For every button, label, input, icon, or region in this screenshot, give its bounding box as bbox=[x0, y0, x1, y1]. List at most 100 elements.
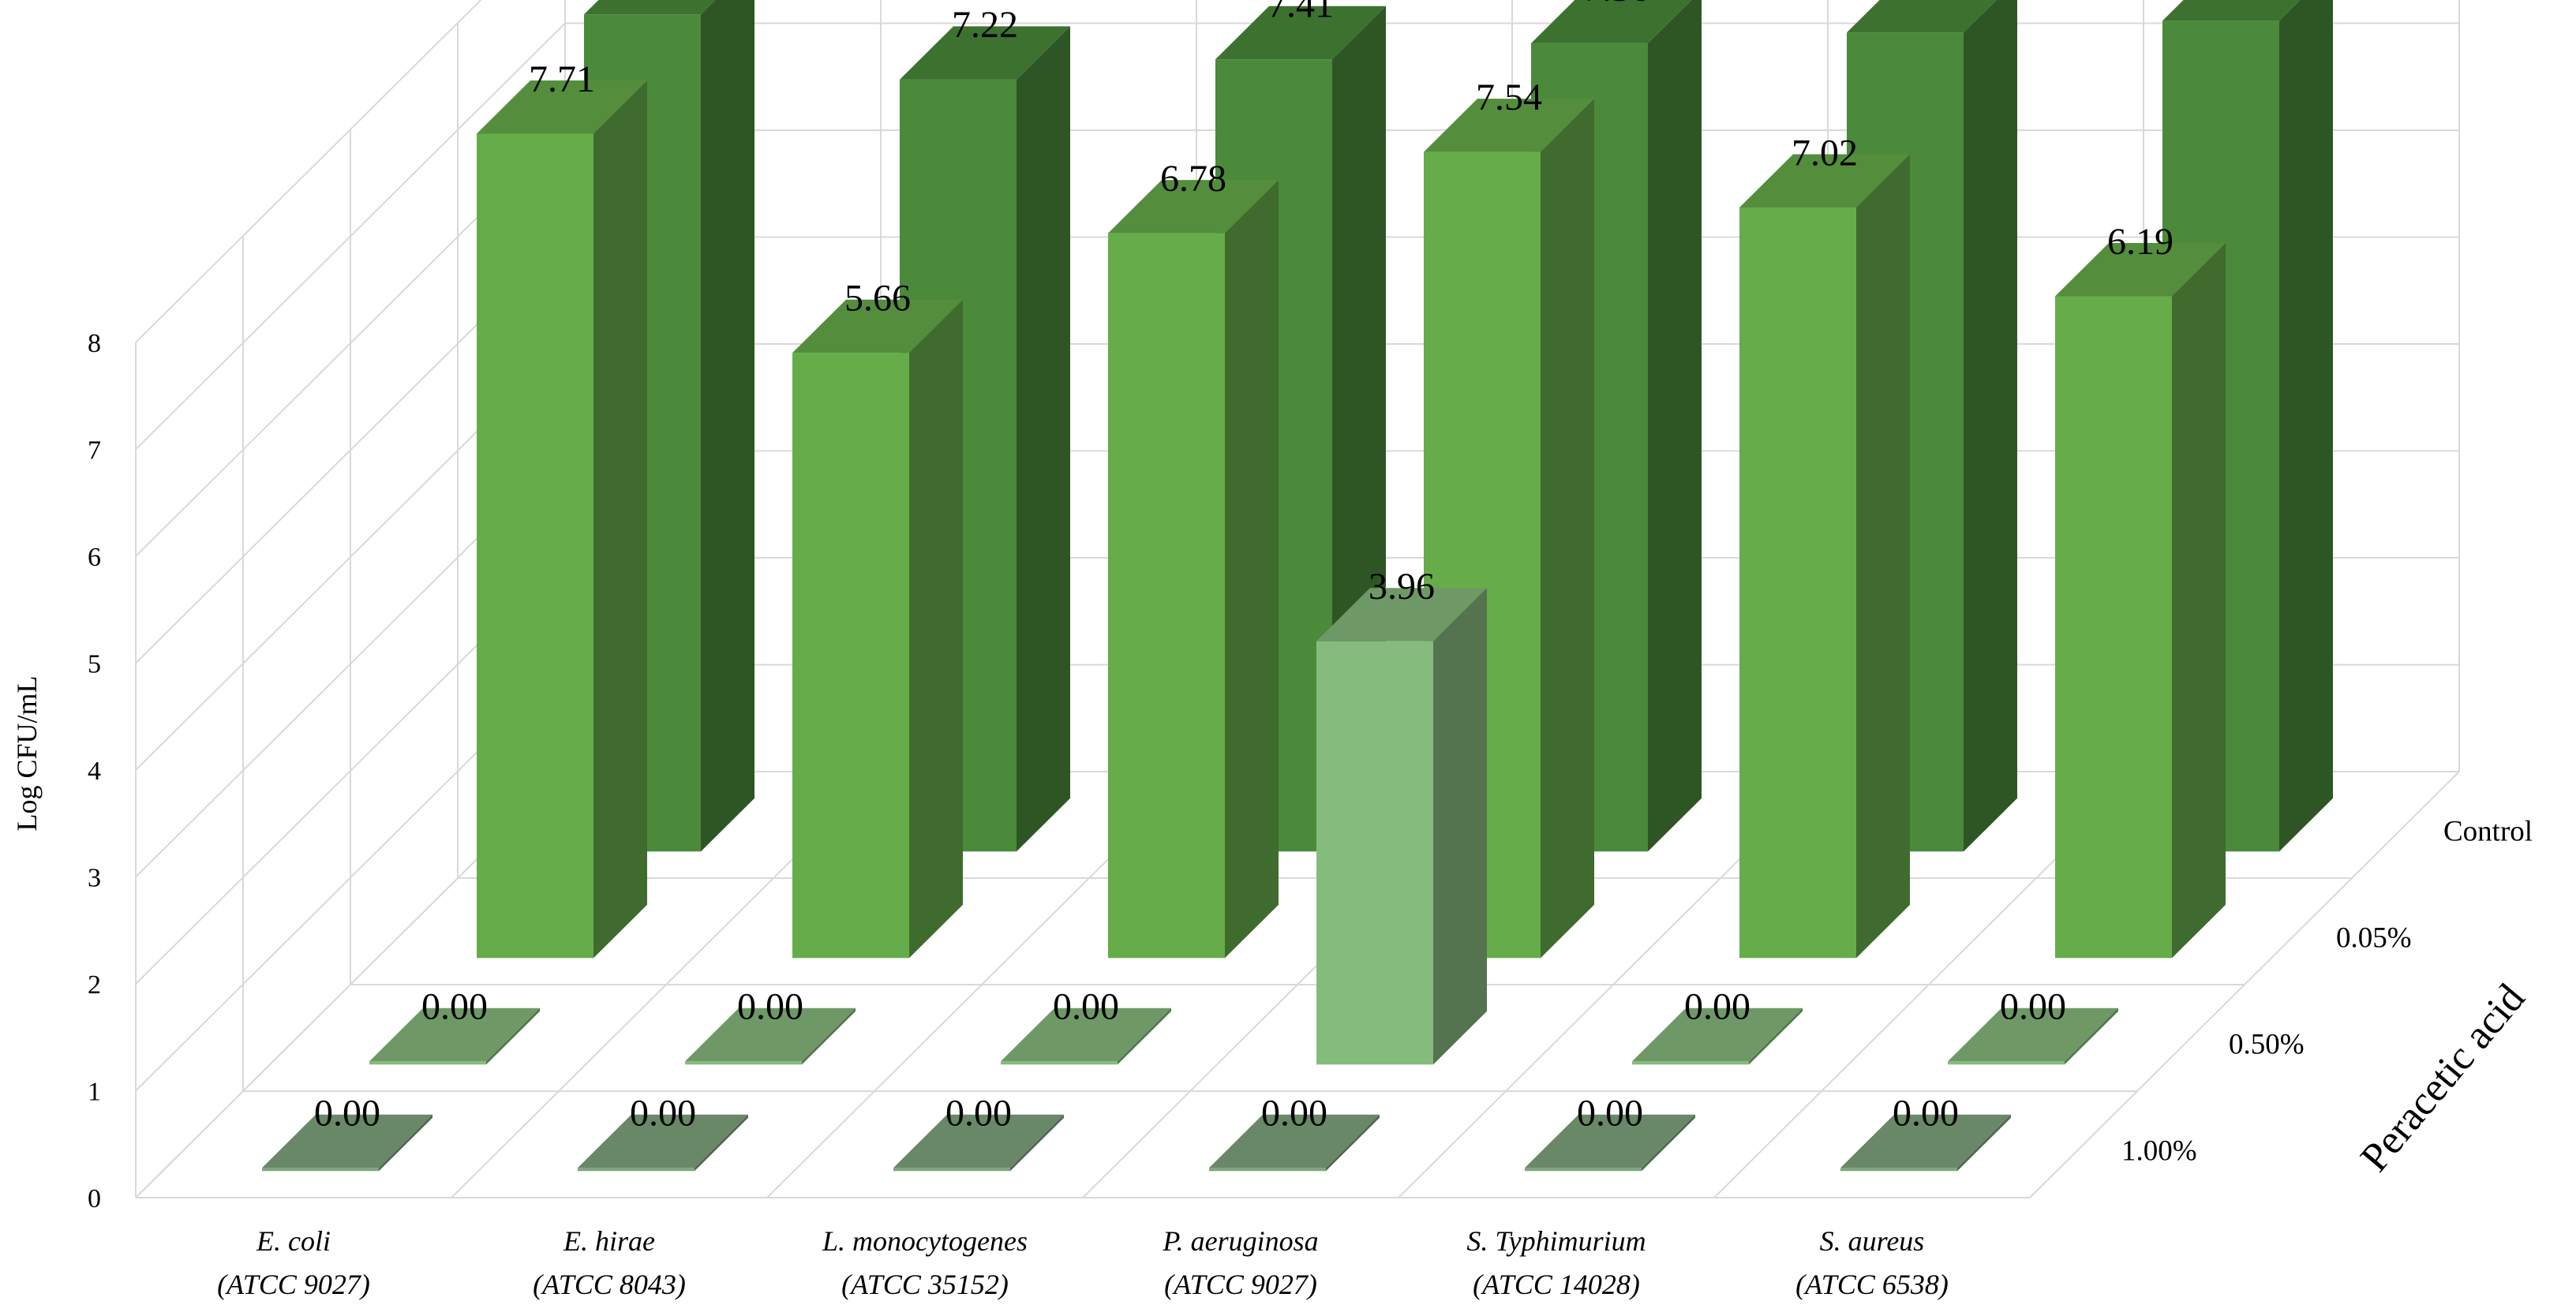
bar bbox=[1632, 1008, 1803, 1065]
bar-side bbox=[379, 1114, 432, 1172]
data-label: 0.00 bbox=[1893, 1092, 1959, 1134]
bar-top bbox=[1209, 1114, 1380, 1168]
data-label: 0.00 bbox=[314, 1092, 380, 1134]
data-label: 0.00 bbox=[2000, 985, 2066, 1027]
x-tick-label: P. aeruginosa bbox=[1162, 1225, 1318, 1257]
x-tick-label: S. aureus bbox=[1820, 1225, 1925, 1257]
bar-front bbox=[685, 1061, 802, 1065]
bar-side bbox=[1648, 0, 1702, 852]
data-label: 0.00 bbox=[1261, 1092, 1327, 1134]
bar-side bbox=[2065, 1008, 2118, 1065]
x-tick-label-strain: (ATCC 14028) bbox=[1473, 1269, 1640, 1300]
bar-top bbox=[792, 299, 963, 353]
bar-front bbox=[2055, 296, 2172, 959]
bar-top bbox=[1108, 180, 1279, 234]
data-label: 7.22 bbox=[952, 4, 1018, 46]
bar bbox=[685, 1008, 856, 1065]
bar bbox=[1209, 1114, 1380, 1172]
bar-top bbox=[1525, 1114, 1695, 1168]
y-tick-label: 0 bbox=[88, 1184, 101, 1213]
bar bbox=[1739, 154, 1910, 959]
bar-side bbox=[2172, 243, 2226, 959]
x-tick-label: E. coli bbox=[256, 1225, 331, 1257]
bar bbox=[893, 1114, 1064, 1172]
series-label: 0.05% bbox=[2336, 922, 2412, 955]
bar bbox=[1525, 1114, 1695, 1172]
bar-top bbox=[1316, 588, 1487, 641]
y-tick-label: 3 bbox=[88, 864, 101, 893]
bar-top bbox=[1632, 1008, 1803, 1062]
data-label: 0.00 bbox=[737, 985, 803, 1027]
bar-side bbox=[701, 0, 754, 852]
bar-side bbox=[1010, 1114, 1064, 1172]
bar bbox=[1948, 1008, 2118, 1065]
y-tick-label: 2 bbox=[88, 970, 101, 1000]
bar bbox=[1840, 1114, 2011, 1172]
y-tick-label: 1 bbox=[88, 1078, 101, 1107]
bar-top bbox=[1424, 99, 1594, 152]
data-label: 0.00 bbox=[630, 1092, 696, 1134]
bar-top bbox=[685, 1008, 856, 1062]
data-label: 7.54 bbox=[1476, 77, 1542, 118]
series-label: 0.50% bbox=[2229, 1029, 2305, 1061]
bar bbox=[792, 299, 963, 959]
bar bbox=[1316, 588, 1487, 1065]
bar-front bbox=[1840, 1168, 1957, 1172]
chart-labels: 0 1 2 3 4 5 6 7 8 E. coli (ATCC 9027) E. hirae (ATCC… bbox=[88, 0, 2533, 1300]
y-tick-label: 5 bbox=[88, 650, 101, 679]
bar-side bbox=[1856, 154, 1910, 959]
bar-side bbox=[802, 1008, 856, 1065]
y-axis-title: Log CFU/mL bbox=[11, 675, 43, 831]
y-tick-label: 8 bbox=[88, 329, 101, 358]
data-label: 7.41 bbox=[1267, 0, 1334, 25]
data-label: 0.00 bbox=[1684, 985, 1750, 1027]
data-label: 7.71 bbox=[529, 58, 595, 100]
bar-front bbox=[477, 133, 593, 959]
x-tick-label-strain: (ATCC 9027) bbox=[217, 1269, 370, 1300]
x-tick-label-strain: (ATCC 9027) bbox=[1164, 1269, 1317, 1300]
data-label: 0.00 bbox=[945, 1092, 1012, 1134]
bar-front bbox=[369, 1061, 486, 1065]
bar-side bbox=[695, 1114, 748, 1172]
y-tick-label: 6 bbox=[88, 543, 101, 572]
bar-side bbox=[593, 80, 647, 959]
bar-top bbox=[1948, 1008, 2118, 1062]
bar-front bbox=[1948, 1061, 2065, 1065]
x-tick-label: S. Typhimurium bbox=[1466, 1225, 1646, 1257]
bar-top bbox=[1001, 1008, 1171, 1062]
data-label: 0.00 bbox=[1053, 985, 1119, 1027]
bar-top bbox=[1840, 1114, 2011, 1168]
bar-top bbox=[2055, 243, 2226, 297]
bar-top bbox=[900, 26, 1070, 80]
bar-front bbox=[578, 1168, 695, 1172]
bar-side bbox=[1749, 1008, 1803, 1065]
data-label: 5.66 bbox=[844, 278, 911, 320]
y-tick-label: 7 bbox=[88, 436, 101, 465]
bar-front bbox=[893, 1168, 1010, 1172]
bar-top bbox=[584, 0, 716, 15]
bar-top bbox=[1739, 154, 1910, 207]
bar-side bbox=[1118, 1008, 1171, 1065]
x-tick-label: L. monocytogenes bbox=[822, 1225, 1028, 1257]
data-label: 6.78 bbox=[1160, 158, 1226, 200]
bar-side bbox=[1017, 26, 1070, 852]
data-label: 0.00 bbox=[421, 985, 488, 1027]
data-label: 0.00 bbox=[1577, 1092, 1643, 1134]
bar-side bbox=[1642, 1114, 1695, 1172]
bar-front bbox=[1632, 1061, 1749, 1065]
data-label: 7.56 bbox=[1583, 0, 1649, 9]
data-label: 3.96 bbox=[1368, 566, 1435, 608]
bar-top bbox=[1215, 6, 1386, 60]
depth-axis-title: Peracetic acid bbox=[2352, 976, 2533, 1180]
bar-top bbox=[1531, 0, 1692, 43]
bar-front bbox=[1525, 1168, 1642, 1172]
bar-front bbox=[792, 353, 909, 959]
bar bbox=[477, 80, 647, 959]
bar-front bbox=[1209, 1168, 1326, 1172]
bar bbox=[578, 1114, 748, 1172]
bar-top bbox=[893, 1114, 1064, 1168]
x-tick-label: E. hirae bbox=[563, 1225, 655, 1257]
bar-front bbox=[1001, 1061, 1118, 1065]
bar bbox=[369, 1008, 540, 1065]
